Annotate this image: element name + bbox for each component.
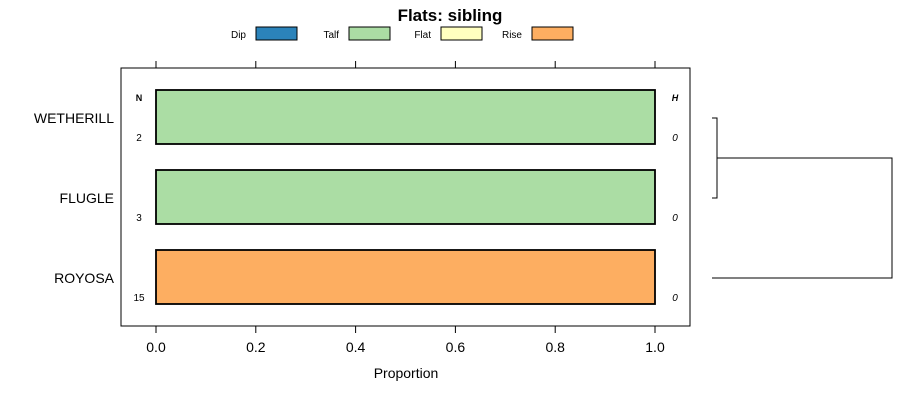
x-tick-label: 0.2 — [246, 339, 266, 355]
category-label-wetherill: WETHERILL — [34, 110, 114, 126]
n-column-header: N — [136, 93, 143, 103]
bar-group — [155, 89, 656, 305]
h-value: 0 — [672, 293, 678, 304]
chart-title: Flats: sibling — [398, 6, 503, 25]
category-label-royosa: ROYOSA — [54, 270, 115, 286]
x-tick-label: 0.0 — [146, 339, 166, 355]
legend-swatch-flat — [440, 26, 483, 41]
h-value: 0 — [672, 213, 678, 224]
bar-royosa-rise — [155, 249, 656, 305]
legend-swatch-dip — [255, 26, 298, 41]
x-tick-label: 1.0 — [645, 339, 665, 355]
legend-label-talf: Talf — [323, 30, 339, 41]
category-label-flugle: FLUGLE — [60, 190, 114, 206]
plot-frame — [120, 67, 691, 327]
x-tick-label: 0.8 — [545, 339, 565, 355]
n-value: 2 — [136, 133, 142, 144]
category-labels: WETHERILL 2 0 FLUGLE 3 0 ROYOSA 15 0 — [34, 110, 678, 304]
bar-wetherill-talf — [155, 89, 656, 145]
n-value: 3 — [136, 213, 142, 224]
n-value: 15 — [133, 293, 145, 304]
legend-label-rise: Rise — [502, 30, 522, 41]
legend-label-dip: Dip — [231, 30, 246, 41]
h-column-header: H — [672, 93, 679, 103]
x-axis-label: Proportion — [374, 365, 439, 381]
bar-flugle-talf — [155, 169, 656, 225]
x-tick-label: 0.6 — [446, 339, 466, 355]
dendrogram — [712, 117, 893, 279]
x-axis: 0.0 0.2 0.4 0.6 0.8 1.0 — [146, 61, 665, 355]
legend-label-flat: Flat — [414, 30, 431, 41]
h-value: 0 — [672, 133, 678, 144]
legend-swatch-talf — [348, 26, 391, 41]
legend-swatch-rise — [531, 26, 574, 41]
dendrogram-branches — [712, 117, 893, 279]
x-tick-label: 0.4 — [346, 339, 366, 355]
legend: Dip Talf Flat Rise — [231, 26, 574, 41]
